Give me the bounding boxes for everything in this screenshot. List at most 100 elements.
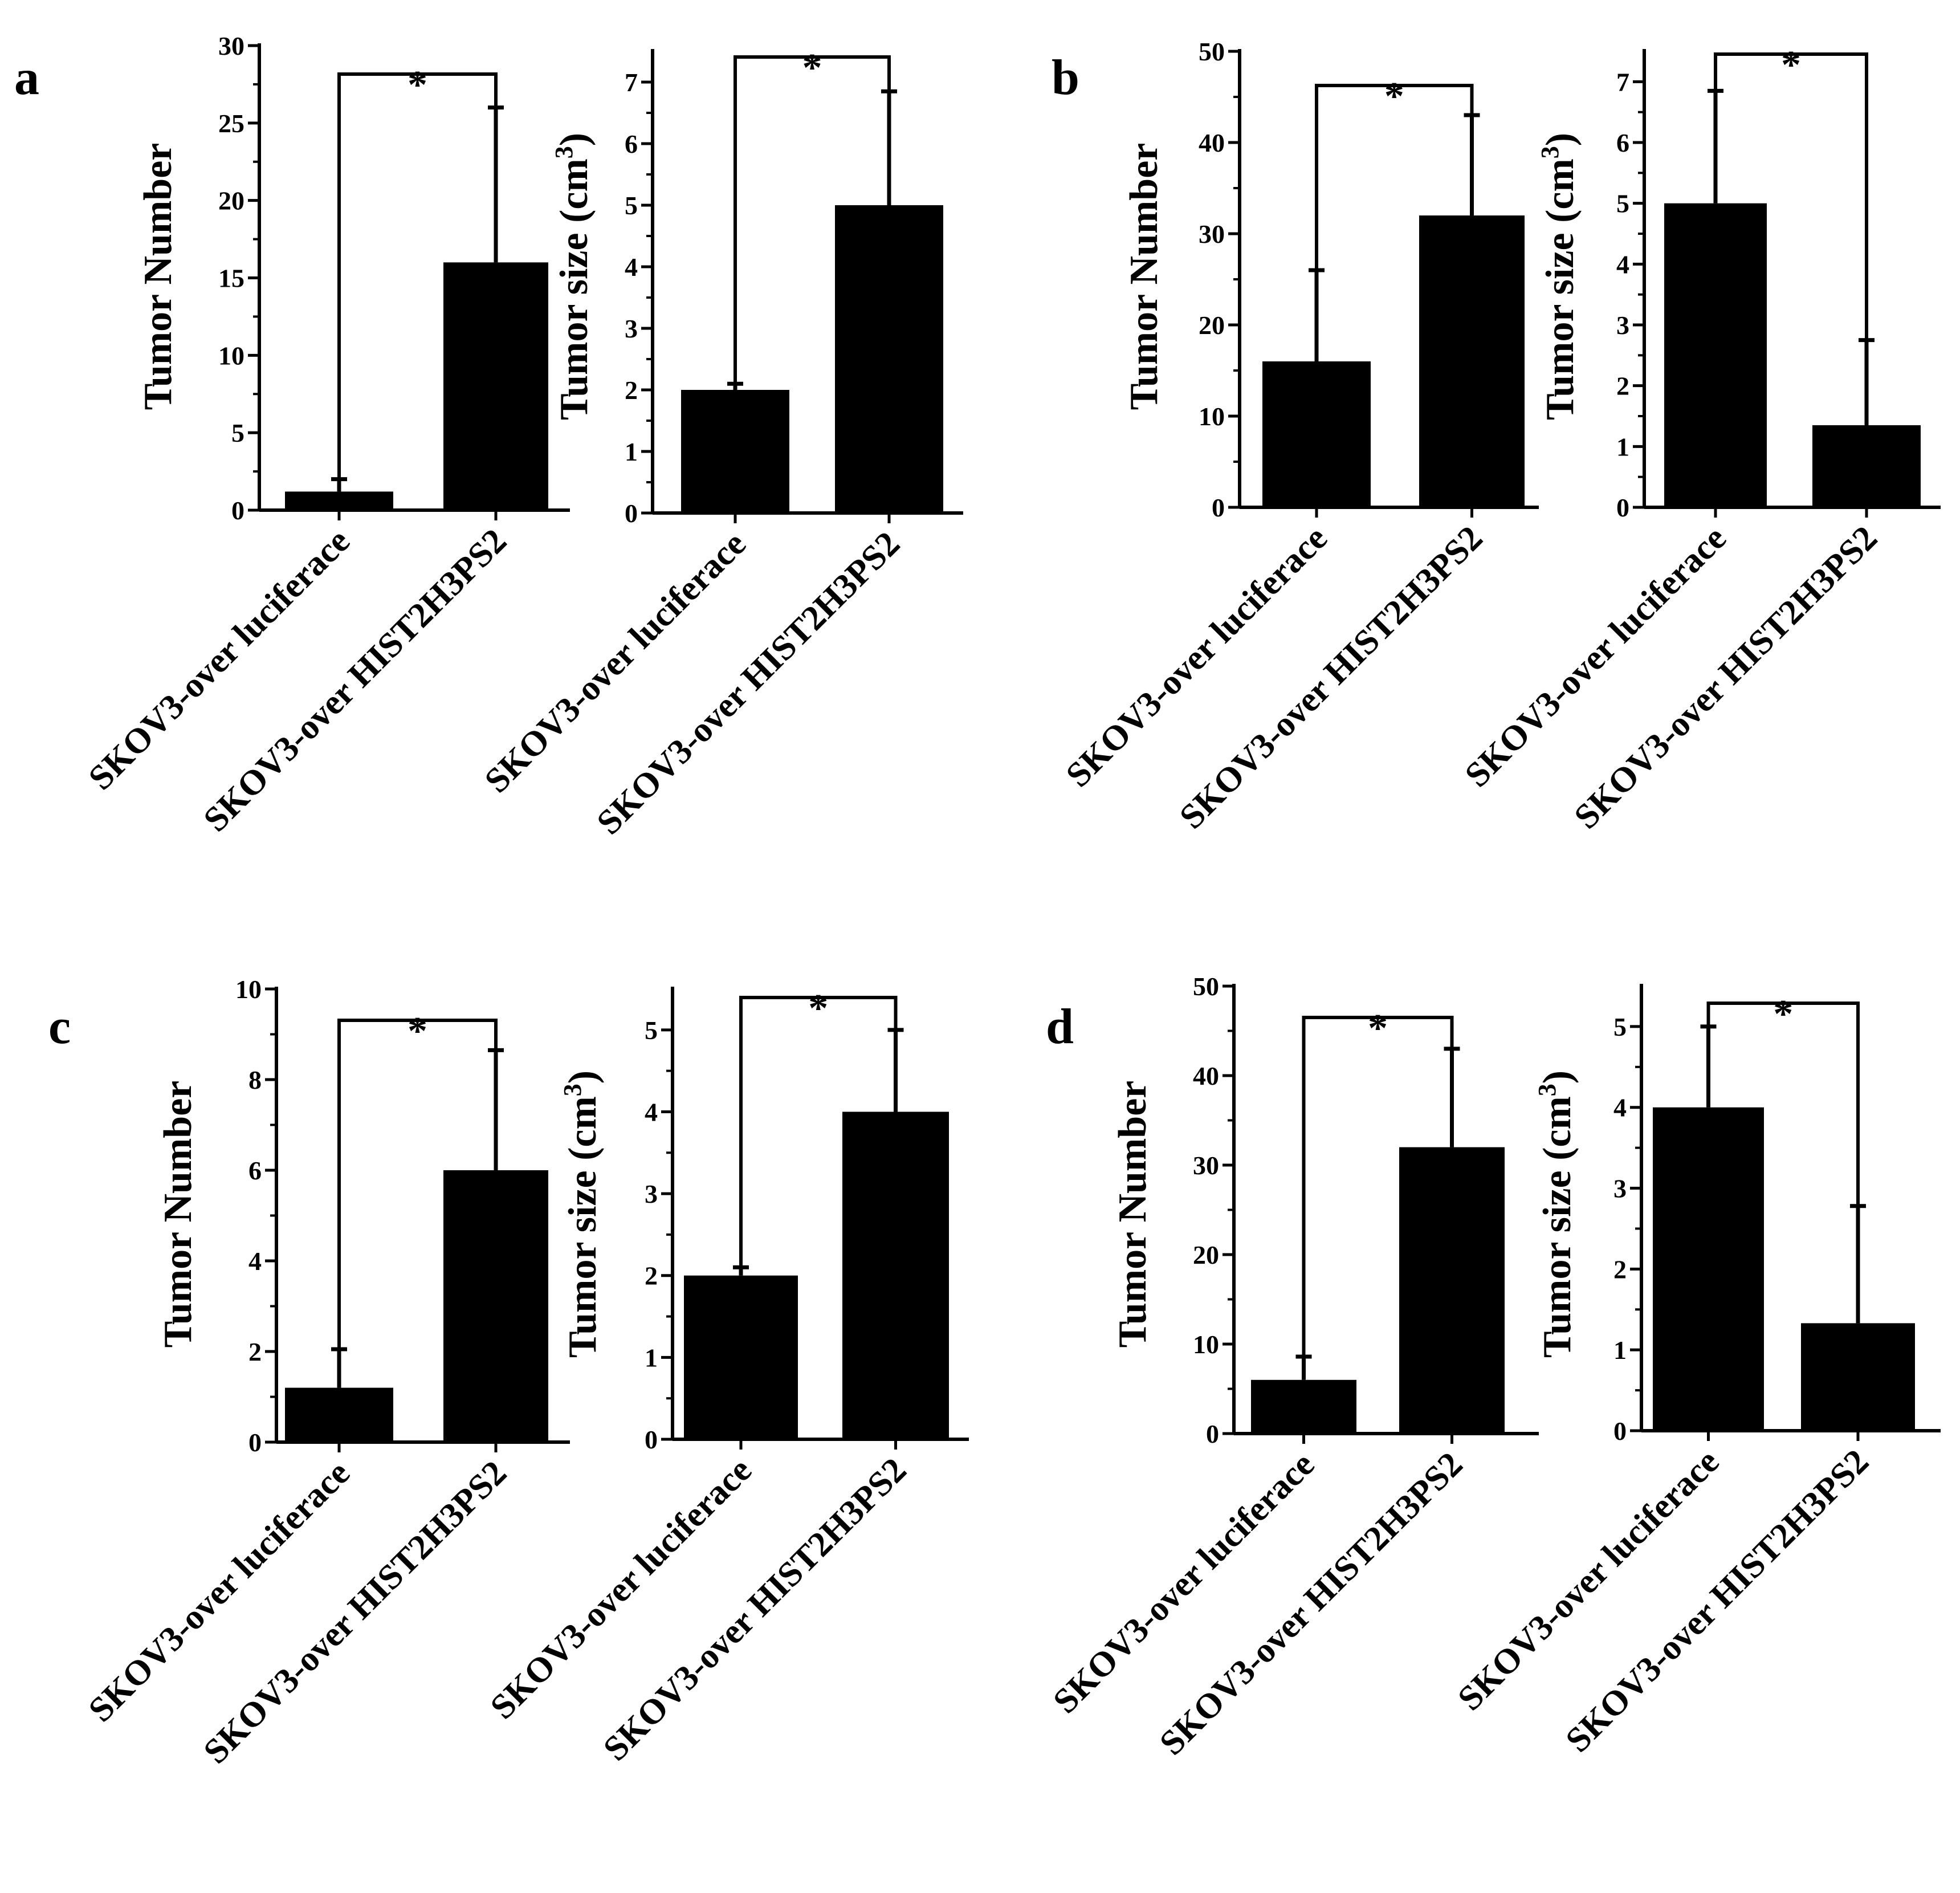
y-tick-label: 0 xyxy=(1616,493,1629,522)
y-tick-label: 4 xyxy=(248,1247,262,1276)
panel-label-c: c xyxy=(48,999,71,1055)
y-axis-label-text: Tumor Number xyxy=(1122,143,1166,410)
y-tick-label: 7 xyxy=(1616,67,1629,96)
significance-bracket xyxy=(1706,1002,1860,1206)
bar-hist2h3ps2 xyxy=(443,1170,548,1442)
category-label-hist2h3ps2: SKOV3-over HIST2H3PS2 xyxy=(196,1454,514,1772)
y-tick-label: 0 xyxy=(248,1428,262,1457)
y-tick-label: 5 xyxy=(231,418,245,447)
category-label-hist2h3ps2: SKOV3-over HIST2H3PS2 xyxy=(596,1451,914,1769)
chart-a-tumor-number: * 0 5 10 15 20 25 30 Tumor Number SKOV3-over luci… xyxy=(82,31,570,839)
y-tick-label: 10 xyxy=(235,975,262,1004)
bar-luciferace xyxy=(1664,203,1767,508)
y-axis-label: Tumor Number xyxy=(136,143,180,410)
significance-label: * xyxy=(1773,992,1793,1036)
y-tick-label: 4 xyxy=(1613,1093,1627,1122)
significance-bracket xyxy=(1714,52,1868,340)
category-label-luciferace: SKOV3-over luciferace xyxy=(1059,519,1335,795)
y-tick-label: 50 xyxy=(1193,972,1219,1001)
y-tick-label: 5 xyxy=(1616,189,1629,218)
significance-bracket xyxy=(1302,1016,1454,1357)
category-label-luciferace: SKOV3-over luciferace xyxy=(478,524,753,800)
category-label-hist2h3ps2: SKOV3-over HIST2H3PS2 xyxy=(1567,519,1885,837)
y-axis-label-superscript: 3 xyxy=(559,1084,586,1096)
y-tick-label: 30 xyxy=(1199,219,1225,249)
y-tick-label: 6 xyxy=(1616,128,1629,157)
y-tick-label: 4 xyxy=(1616,250,1629,279)
y-tick-label: 2 xyxy=(1613,1255,1627,1284)
y-axis-label-close: ) xyxy=(1538,133,1582,146)
y-axis-label-text: Tumor Number xyxy=(136,143,180,410)
y-tick-label: 6 xyxy=(248,1156,262,1185)
category-label-luciferace: SKOV3-over luciferace xyxy=(82,522,357,797)
category-label-hist2h3ps2: SKOV3-over HIST2H3PS2 xyxy=(589,524,907,842)
y-tick-label: 0 xyxy=(645,1425,658,1454)
panel-label-a: a xyxy=(14,50,39,105)
y-tick-label: 2 xyxy=(645,1261,658,1291)
y-tick-label: 15 xyxy=(218,264,245,293)
y-tick-label: 5 xyxy=(625,191,638,220)
category-label-luciferace: SKOV3-over luciferace xyxy=(483,1451,759,1727)
y-axis-label-text: Tumor Number xyxy=(156,1081,200,1348)
chart-d-tumor-number: * 0 10 20 30 40 50 Tumor Number SKOV3-over lucif… xyxy=(1046,972,1539,1762)
y-axis-label: Tumor size (cm3) xyxy=(1533,1070,1579,1358)
y-axis-label: Tumor Number xyxy=(156,1081,200,1348)
significance-label: * xyxy=(1781,43,1801,87)
category-label-hist2h3ps2: SKOV3-over HIST2H3PS2 xyxy=(1558,1442,1876,1760)
category-label-luciferace: SKOV3-over luciferace xyxy=(1046,1445,1322,1721)
y-axis-label: Tumor Number xyxy=(1111,1081,1155,1348)
y-tick-label: 40 xyxy=(1193,1061,1219,1090)
panel-label-b: b xyxy=(1052,50,1079,105)
y-axis-label-text: Tumor size (cm xyxy=(552,158,596,420)
y-tick-label: 5 xyxy=(645,1016,658,1045)
bar-luciferace xyxy=(1251,1379,1356,1434)
y-tick-label: 20 xyxy=(1199,311,1225,340)
significance-label: * xyxy=(1368,1007,1388,1051)
category-label-hist2h3ps2: SKOV3-over HIST2H3PS2 xyxy=(1152,1445,1470,1763)
y-tick-label: 3 xyxy=(1613,1174,1627,1203)
bar-luciferace xyxy=(681,390,789,513)
significance-bracket xyxy=(337,72,498,479)
bar-luciferace xyxy=(285,1387,393,1442)
y-tick-label: 10 xyxy=(1199,402,1225,431)
y-tick-label: 50 xyxy=(1199,37,1225,66)
category-label-hist2h3ps2: SKOV3-over HIST2H3PS2 xyxy=(1172,519,1490,837)
category-label-luciferace: SKOV3-over luciferace xyxy=(1458,519,1734,795)
y-tick-label: 3 xyxy=(645,1179,658,1208)
significance-bracket xyxy=(739,996,898,1268)
y-axis-label: Tumor size (cm3) xyxy=(1536,133,1582,420)
y-axis-label-text: Tumor Number xyxy=(1111,1081,1155,1348)
significance-bracket xyxy=(1315,84,1474,270)
significance-bracket xyxy=(734,55,891,384)
y-tick-label: 20 xyxy=(1193,1240,1219,1269)
y-tick-label: 2 xyxy=(1616,372,1629,401)
y-tick-label: 20 xyxy=(218,186,245,215)
chart-b-tumor-number: * 0 10 20 30 40 50 Tumor Number SKOV3-over lucif… xyxy=(1059,37,1539,836)
significance-label: * xyxy=(408,63,427,107)
y-tick-label: 10 xyxy=(218,341,245,370)
bar-luciferace xyxy=(1262,361,1371,507)
category-label-luciferace: SKOV3-over luciferace xyxy=(82,1454,357,1729)
y-axis-label-text: Tumor size (cm xyxy=(561,1096,605,1358)
y-tick-label: 40 xyxy=(1199,128,1225,157)
y-tick-label: 4 xyxy=(625,253,638,282)
bar-hist2h3ps2 xyxy=(1812,425,1921,507)
y-axis-label-close: ) xyxy=(552,133,596,146)
y-axis-label-close: ) xyxy=(561,1070,605,1084)
significance-label: * xyxy=(408,1009,427,1053)
y-tick-label: 3 xyxy=(1616,311,1629,340)
y-tick-label: 1 xyxy=(645,1343,658,1372)
significance-bracket xyxy=(337,1019,498,1350)
bar-hist2h3ps2 xyxy=(443,262,548,510)
category-label-luciferace: SKOV3-over luciferace xyxy=(1450,1442,1726,1718)
y-tick-label: 7 xyxy=(625,68,638,97)
bar-hist2h3ps2 xyxy=(1801,1323,1915,1431)
y-axis-label: Tumor size (cm3) xyxy=(550,133,596,420)
bar-hist2h3ps2 xyxy=(842,1112,949,1439)
y-tick-label: 0 xyxy=(1212,493,1225,522)
y-tick-label: 2 xyxy=(625,376,638,405)
panel-label-d: d xyxy=(1046,999,1074,1055)
category-label-hist2h3ps2: SKOV3-over HIST2H3PS2 xyxy=(196,522,514,840)
